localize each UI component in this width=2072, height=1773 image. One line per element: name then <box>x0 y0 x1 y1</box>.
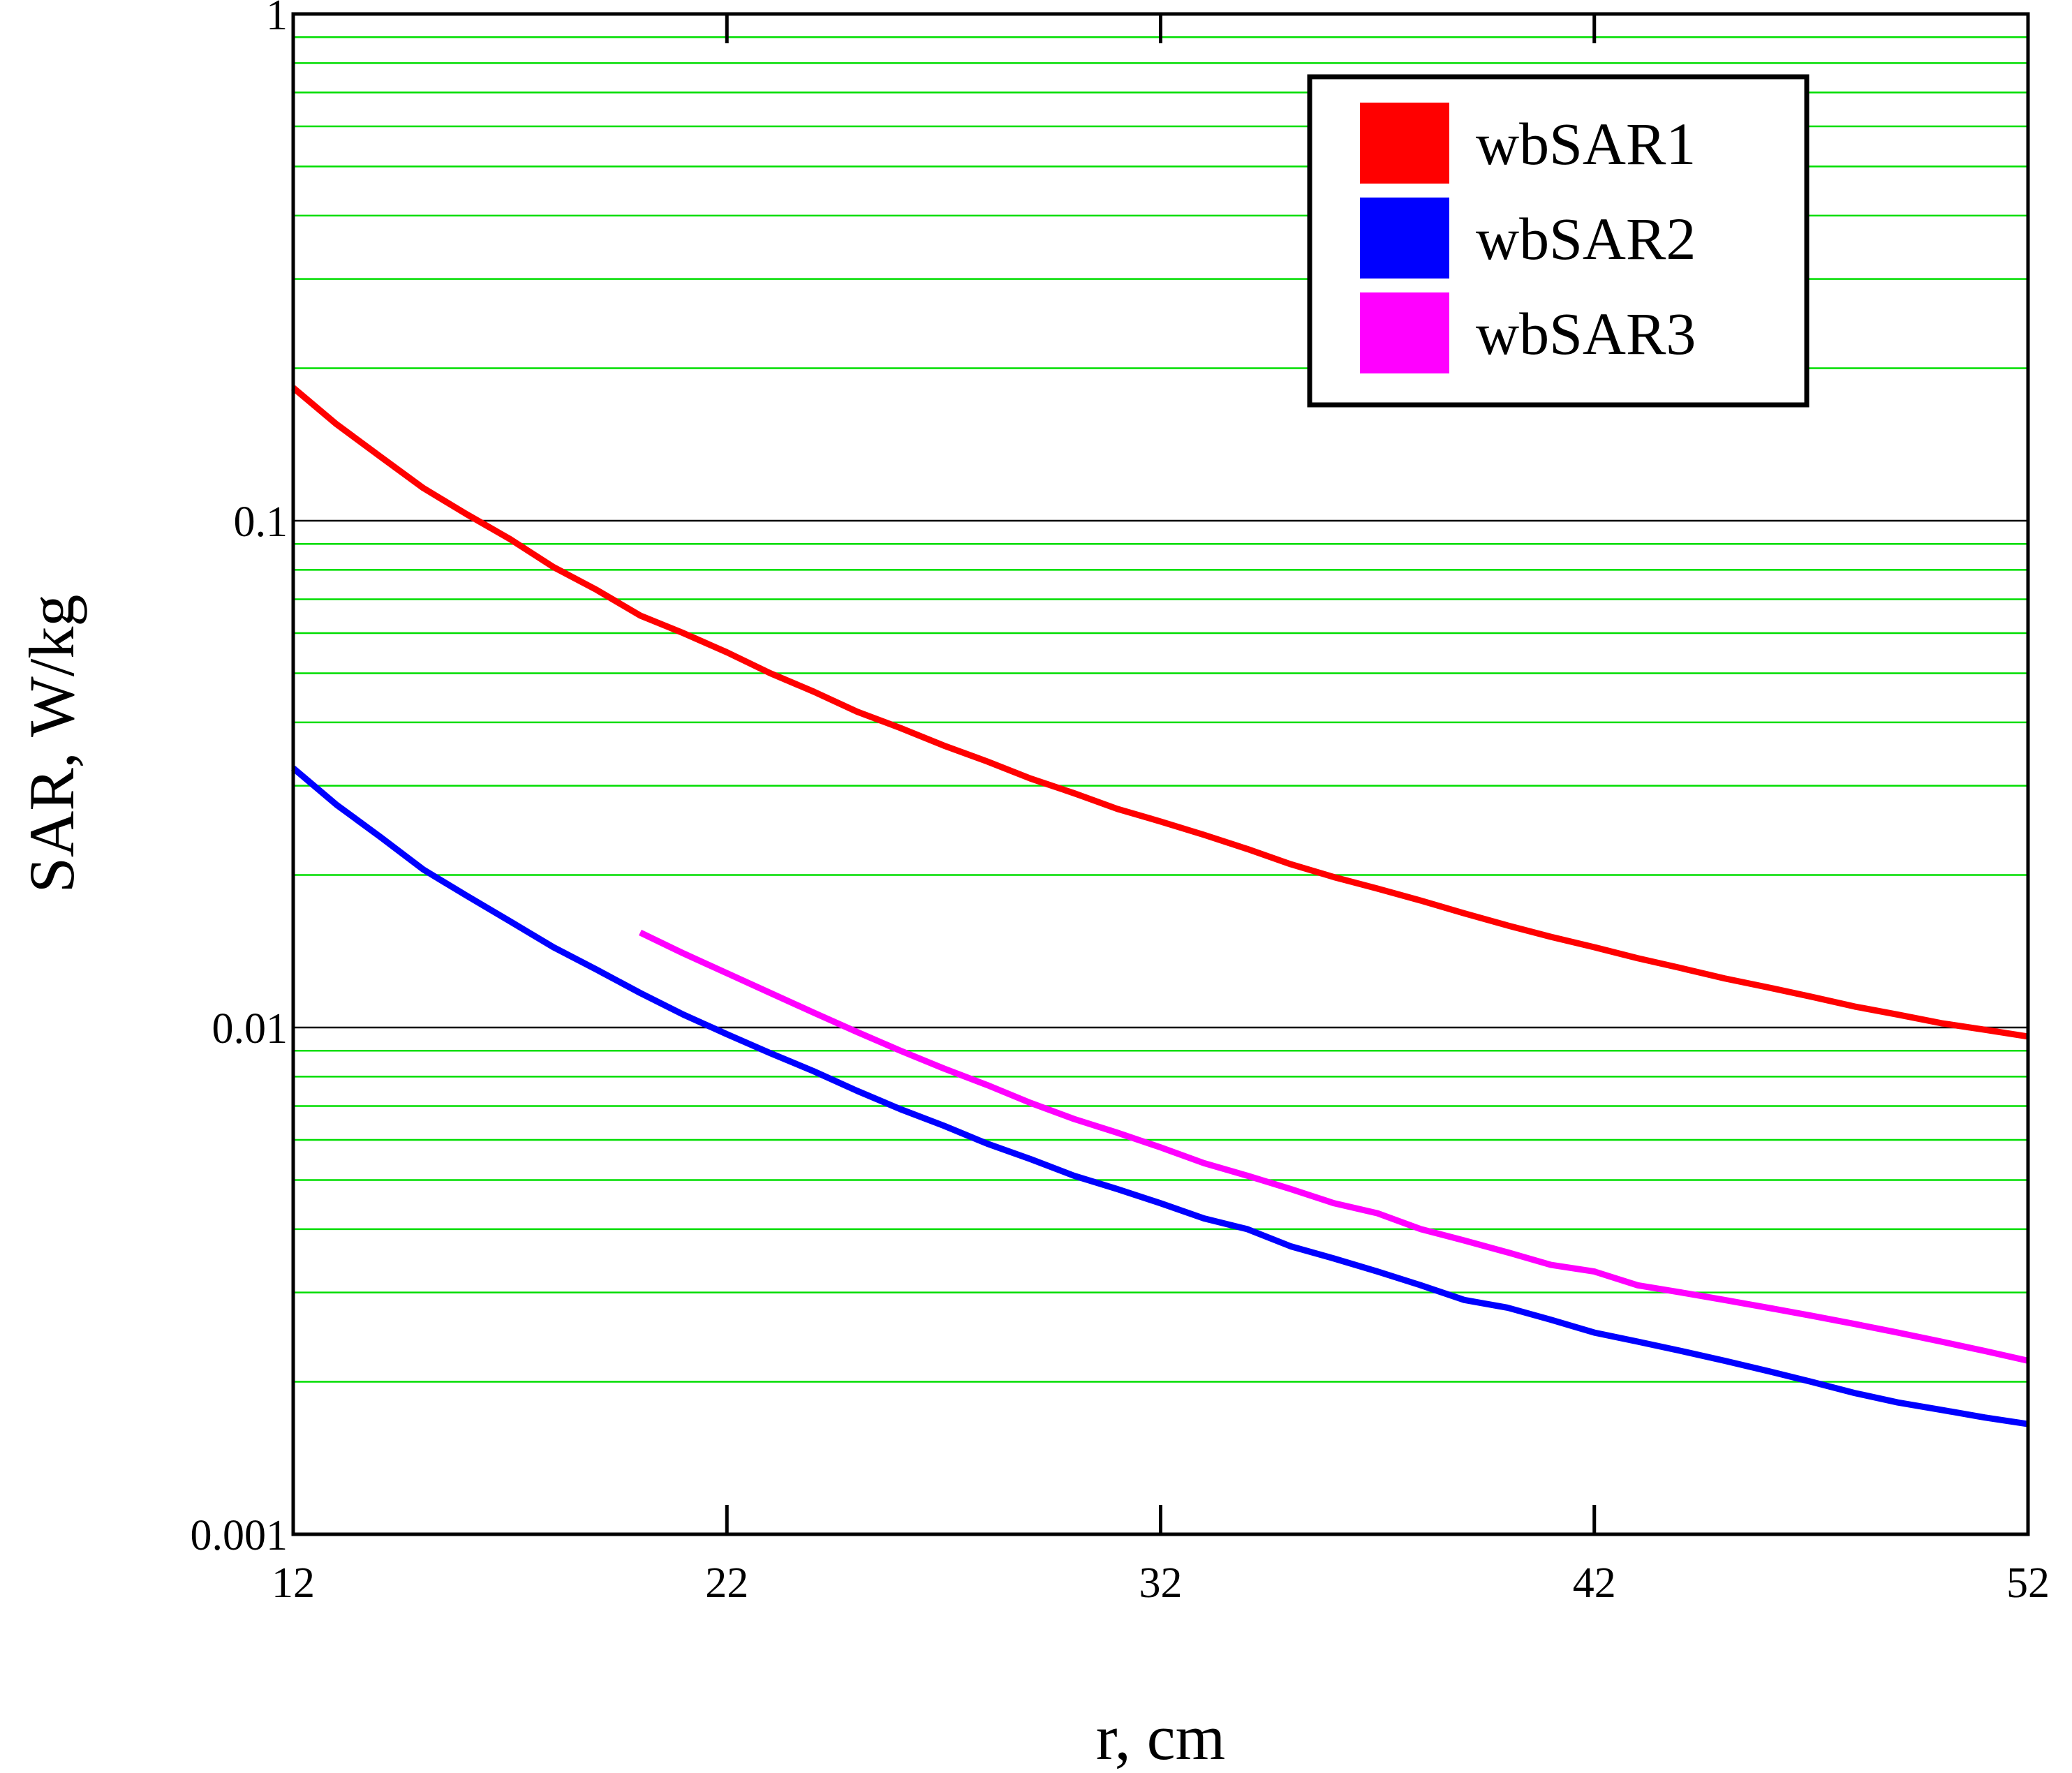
legend-swatch-wbSAR3 <box>1360 292 1449 373</box>
legend-label: wbSAR3 <box>1476 300 1696 367</box>
y-tick-label: 0.1 <box>234 498 288 546</box>
legend-swatch-wbSAR1 <box>1360 103 1449 184</box>
y-axis-title: SAR, W/kg <box>16 595 87 893</box>
y-tick-labels: 0.001 0.01 0.1 1 <box>191 0 288 1559</box>
x-tick-label: 32 <box>1139 1559 1183 1607</box>
x-tick-label: 12 <box>272 1559 315 1607</box>
x-tick-label: 22 <box>705 1559 748 1607</box>
y-tick-label: 0.001 <box>191 1512 288 1559</box>
series-layer <box>291 385 2029 1427</box>
x-tick-labels: 12 22 32 42 52 <box>272 1559 2050 1607</box>
x-tick-label: 52 <box>2006 1559 2050 1607</box>
x-axis-title: r, cm <box>1096 1702 1225 1773</box>
legend-swatch-wbSAR2 <box>1360 198 1449 279</box>
tick-marks <box>725 14 1597 1534</box>
legend: wbSAR1 wbSAR2 wbSAR3 <box>1307 74 1810 408</box>
series-line-wbSAR2 <box>291 765 2029 1427</box>
y-tick-label: 0.01 <box>212 1005 288 1053</box>
series-line-wbSAR1 <box>291 385 2029 1040</box>
x-tick-label: 42 <box>1573 1559 1616 1607</box>
y-tick-label: 1 <box>266 0 288 39</box>
legend-label: wbSAR2 <box>1476 205 1696 272</box>
series-line-wbSAR3 <box>639 929 2029 1364</box>
legend-label: wbSAR1 <box>1476 110 1696 177</box>
